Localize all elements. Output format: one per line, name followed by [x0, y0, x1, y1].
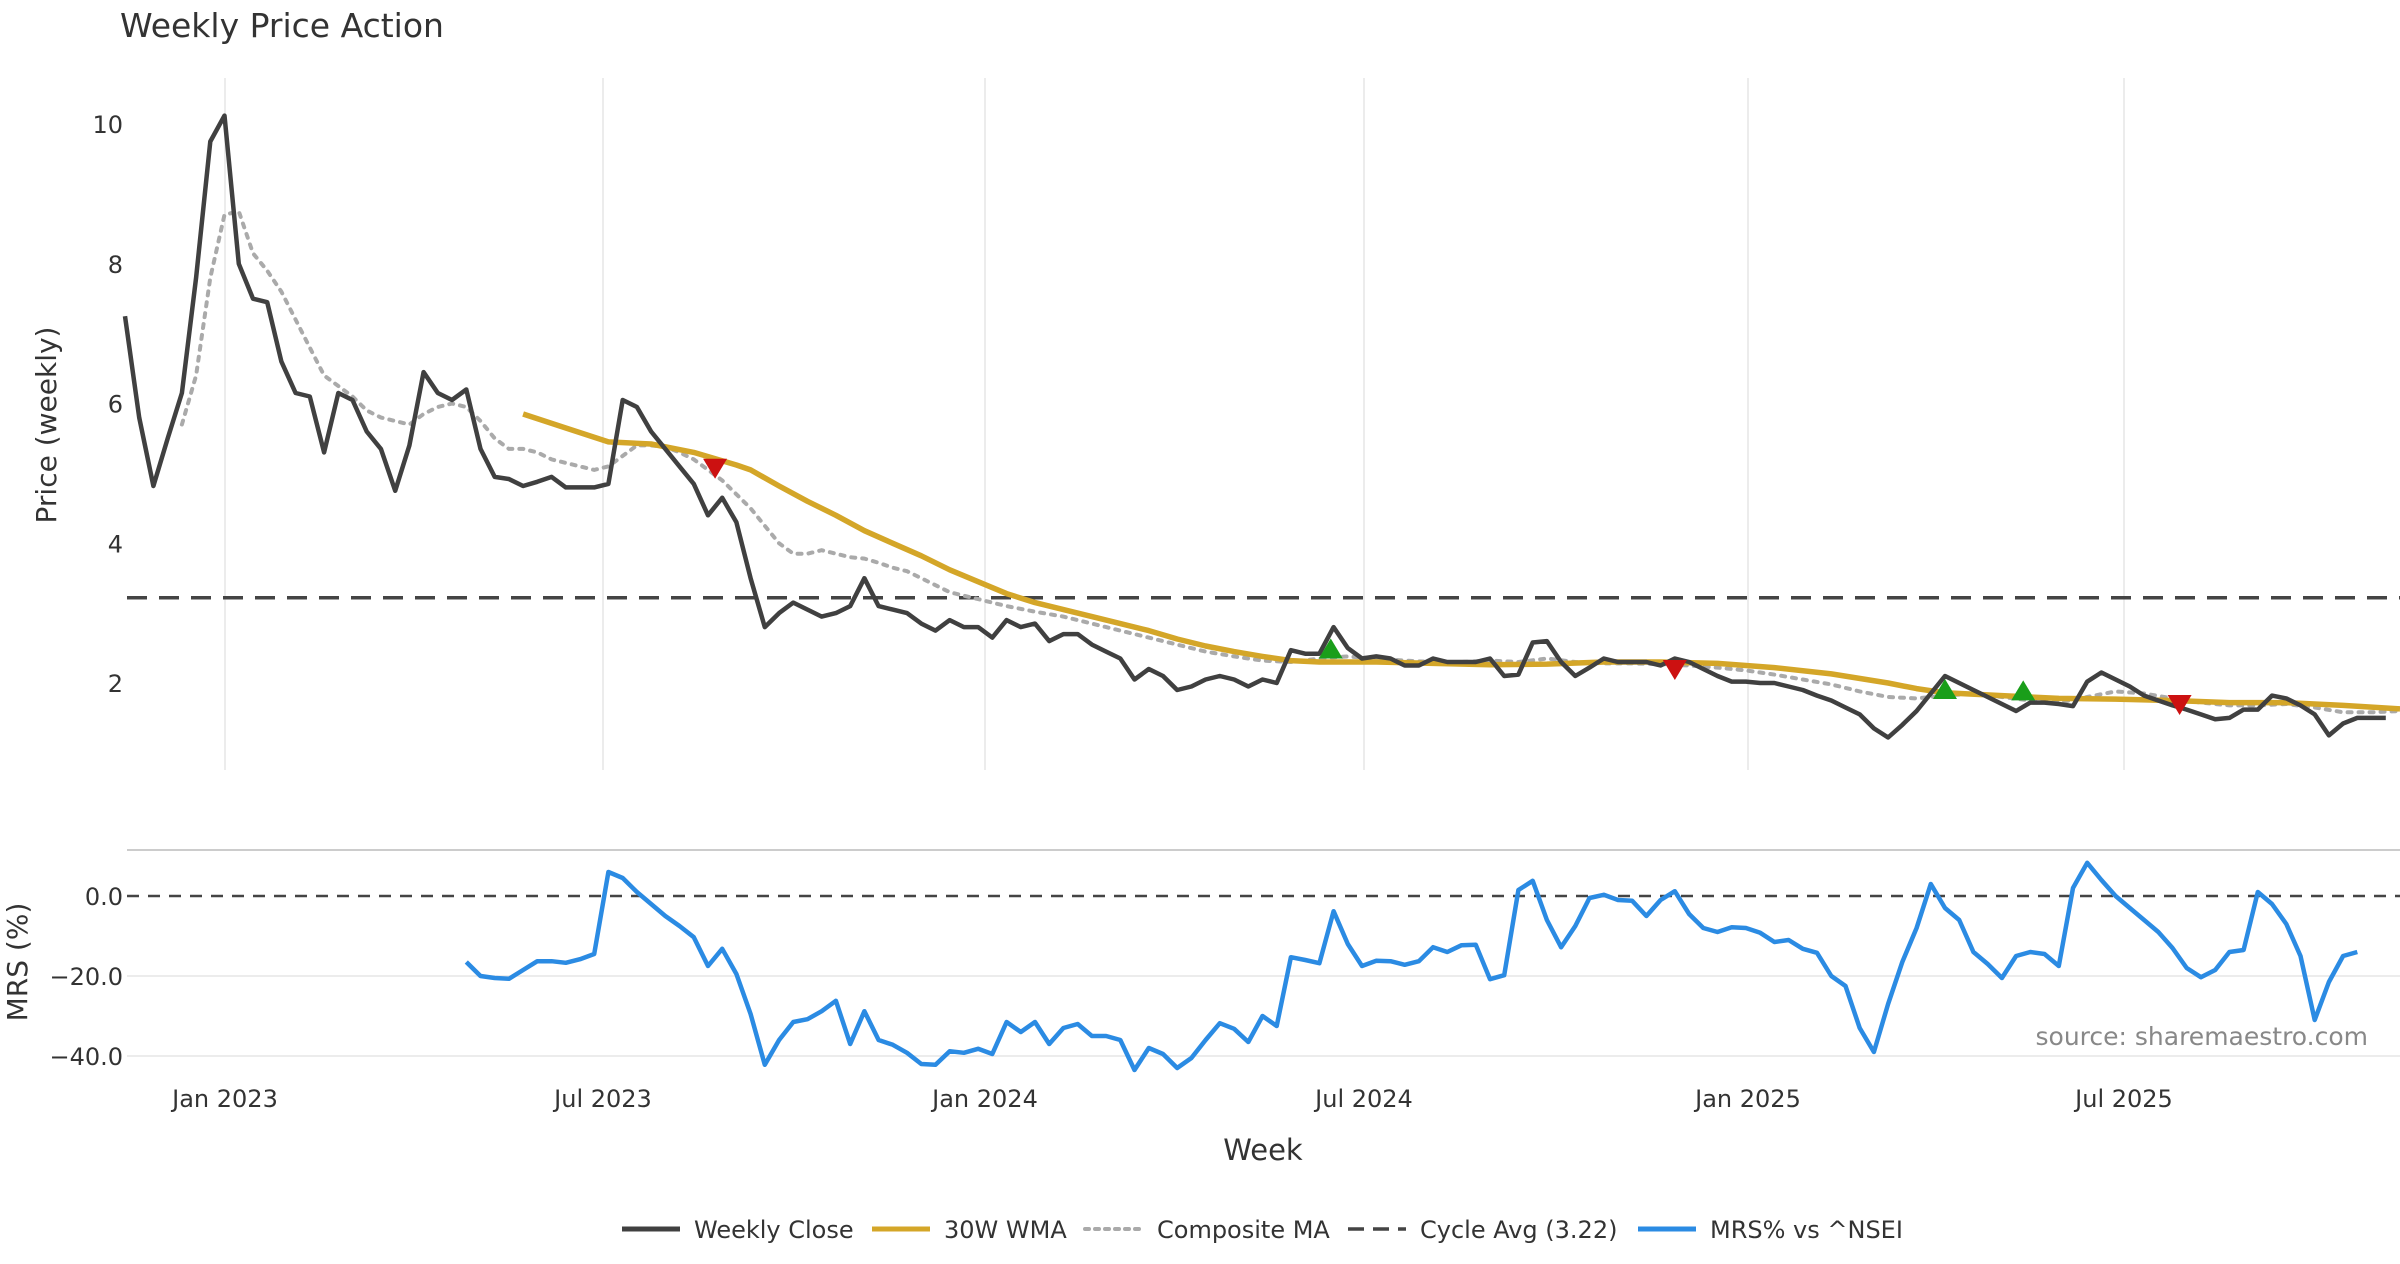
x-axis-label: Week: [1223, 1133, 1303, 1167]
price-y-tick-label: 8: [108, 251, 123, 279]
sell-signal-marker: [1662, 660, 1687, 681]
legend-entry-label: 30W WMA: [944, 1216, 1067, 1244]
x-tick-label: Jan 2023: [170, 1085, 278, 1113]
wma-30w-line: [522, 411, 2400, 712]
weekly-close-line: [122, 113, 2386, 740]
composite-ma-line: [179, 208, 2400, 715]
price-y-tick-label: 4: [108, 530, 123, 558]
x-tick-label: Jan 2025: [1693, 1085, 1801, 1113]
legend-entry-label: Cycle Avg (3.22): [1420, 1216, 1617, 1244]
mrs-y-tick-label: −40.0: [49, 1043, 123, 1071]
buy-signal-marker: [1318, 638, 1343, 659]
x-tick-label: Jul 2024: [1313, 1085, 1413, 1113]
price-y-tick-label: 6: [108, 391, 123, 419]
legend-entry-label: Composite MA: [1157, 1216, 1330, 1244]
x-tick-label: Jan 2024: [930, 1085, 1038, 1113]
source-note: source: sharemaestro.com: [2036, 1022, 2369, 1051]
x-tick-label: Jul 2025: [2073, 1085, 2173, 1113]
sell-signal-marker: [2167, 694, 2192, 715]
price-y-tick-label: 2: [108, 670, 123, 698]
mrs-line: [464, 860, 2358, 1073]
sell-signal-marker: [703, 458, 728, 479]
buy-signal-marker: [2011, 680, 2036, 701]
chart-title: Weekly Price Action: [120, 6, 444, 45]
legend-entry-label: Weekly Close: [694, 1216, 854, 1244]
mrs-y-tick-label: 0.0: [85, 883, 123, 911]
price-axis-label: Price (weekly): [30, 327, 63, 524]
legend-entry-label: MRS% vs ^NSEI: [1710, 1216, 1903, 1244]
mrs-y-tick-label: −20.0: [49, 963, 123, 991]
plot-layer: Jan 2023 Jul 2023 Jan 2024 Jul 2024 Jan 2025…: [49, 78, 2400, 1244]
mrs-axis-label: MRS (%): [1, 903, 34, 1022]
price-y-tick-label: 10: [92, 111, 123, 139]
buy-signal-marker: [1933, 678, 1957, 699]
x-tick-label: Jul 2023: [552, 1085, 652, 1113]
